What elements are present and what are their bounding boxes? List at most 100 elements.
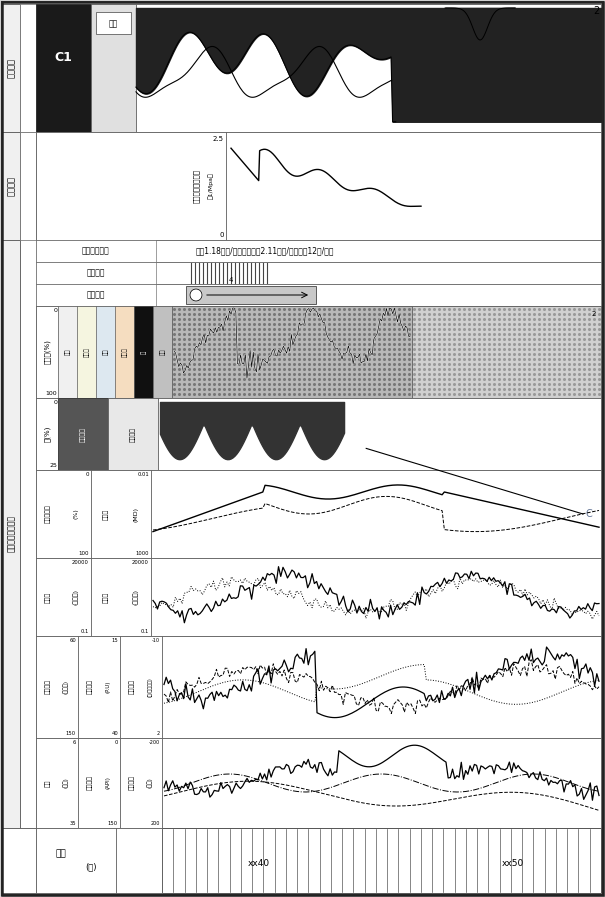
Text: 2: 2: [592, 311, 596, 317]
Text: 碳酸盐岩: 碳酸盐岩: [87, 291, 105, 300]
Text: 产气1.18万方/日、无阻流量2.11万方/日，产水12万/日。: 产气1.18万方/日、无阻流量2.11万方/日，产水12万/日。: [196, 247, 335, 256]
Text: 流体识别: 流体识别: [7, 176, 16, 196]
Bar: [91, 4, 136, 132]
Text: 自然电位: 自然电位: [129, 776, 135, 790]
Text: 25: 25: [49, 463, 57, 468]
Text: 0: 0: [220, 232, 224, 238]
Bar: [158, 398, 601, 470]
Bar: [120, 636, 162, 738]
Text: (克/立方厘米): (克/立方厘米): [148, 677, 152, 697]
Text: (厘米): (厘米): [63, 778, 69, 788]
Bar: [153, 306, 172, 398]
Text: 射孔层位: 射孔层位: [87, 268, 105, 277]
Text: 煤: 煤: [141, 351, 146, 353]
Bar: [2, 132, 20, 240]
Text: 孔隙度(%): 孔隙度(%): [44, 340, 50, 364]
Text: 100: 100: [45, 391, 57, 396]
Bar: [2, 240, 20, 828]
Bar: [412, 306, 601, 398]
Bar: [151, 470, 601, 558]
Bar: [36, 558, 601, 636]
Bar: [134, 306, 153, 398]
Bar: [36, 738, 601, 828]
Text: 0: 0: [53, 400, 57, 405]
Bar: [78, 636, 120, 738]
Text: 补偿中子: 补偿中子: [87, 680, 93, 694]
Bar: [58, 306, 77, 398]
Bar: [20, 4, 36, 132]
Bar: [58, 398, 108, 470]
Bar: [36, 558, 91, 636]
Text: 深侧向: 深侧向: [45, 591, 51, 603]
Bar: [36, 4, 601, 132]
Bar: [96, 306, 115, 398]
Text: 35: 35: [70, 821, 76, 826]
Text: 含水饱和度: 含水饱和度: [45, 505, 51, 523]
Bar: [36, 306, 601, 398]
Bar: [20, 132, 36, 240]
Text: 100: 100: [79, 551, 89, 556]
Text: 孔隙流体压缩系数: 孔隙流体压缩系数: [193, 169, 199, 203]
Bar: [36, 828, 601, 893]
Bar: [36, 738, 78, 828]
Text: 0.1: 0.1: [140, 629, 149, 634]
Text: 深度: 深度: [56, 849, 67, 858]
Text: 0.1: 0.1: [80, 629, 89, 634]
Bar: [226, 132, 601, 240]
Text: 15: 15: [111, 638, 118, 643]
Bar: [36, 240, 156, 262]
Bar: [36, 132, 601, 240]
Text: 泥岩: 泥岩: [160, 349, 165, 355]
Bar: [162, 738, 601, 828]
Bar: [96, 12, 131, 34]
Text: 测广层位分析: 测广层位分析: [82, 247, 110, 256]
Text: 1000: 1000: [136, 551, 149, 556]
Text: 全经: 全经: [109, 20, 118, 29]
Text: C1: C1: [54, 51, 73, 65]
Text: 200: 200: [151, 821, 160, 826]
Bar: [2, 828, 36, 893]
Bar: [108, 398, 158, 470]
Text: (米): (米): [85, 863, 97, 872]
Circle shape: [190, 289, 202, 301]
Text: 录井显示: 录井显示: [7, 58, 16, 78]
Text: 60: 60: [69, 638, 76, 643]
Text: xx50: xx50: [502, 859, 525, 868]
Bar: [162, 636, 601, 738]
Bar: [172, 306, 412, 398]
Text: 自然伽玛: 自然伽玛: [87, 776, 93, 790]
Bar: [116, 828, 162, 893]
Text: 2: 2: [157, 731, 160, 736]
Text: xx40: xx40: [247, 859, 270, 868]
Text: 补偿密度: 补偿密度: [129, 680, 135, 694]
Text: 残余油气: 残余油气: [80, 426, 86, 441]
Text: (欧姆米): (欧姆米): [73, 589, 79, 605]
Text: 菱铁矿: 菱铁矿: [122, 347, 127, 357]
Bar: [186, 286, 316, 304]
Text: 4: 4: [229, 277, 233, 283]
Text: 6: 6: [73, 740, 76, 745]
Text: 水(%): 水(%): [44, 426, 50, 442]
Text: 可动油气: 可动油气: [130, 426, 136, 441]
Text: 150: 150: [66, 731, 76, 736]
Bar: [120, 738, 162, 828]
Text: (欧姆米): (欧姆米): [133, 589, 139, 605]
Text: 常规测井处理成果: 常规测井处理成果: [7, 516, 16, 553]
Bar: [91, 470, 151, 558]
Text: 补偿声波: 补偿声波: [45, 680, 51, 694]
Bar: [36, 284, 601, 306]
Text: C: C: [586, 509, 593, 519]
Bar: [136, 4, 601, 132]
Text: 0: 0: [85, 472, 89, 477]
Bar: [151, 558, 601, 636]
Text: 渗透率: 渗透率: [103, 509, 109, 519]
Bar: [2, 4, 20, 132]
Bar: [36, 636, 601, 738]
Text: 2: 2: [593, 6, 599, 16]
Text: (微秒米): (微秒米): [63, 680, 69, 694]
Bar: [36, 398, 601, 470]
Bar: [36, 470, 601, 558]
Bar: [36, 284, 156, 306]
Bar: [36, 828, 116, 893]
Text: 0: 0: [114, 740, 118, 745]
